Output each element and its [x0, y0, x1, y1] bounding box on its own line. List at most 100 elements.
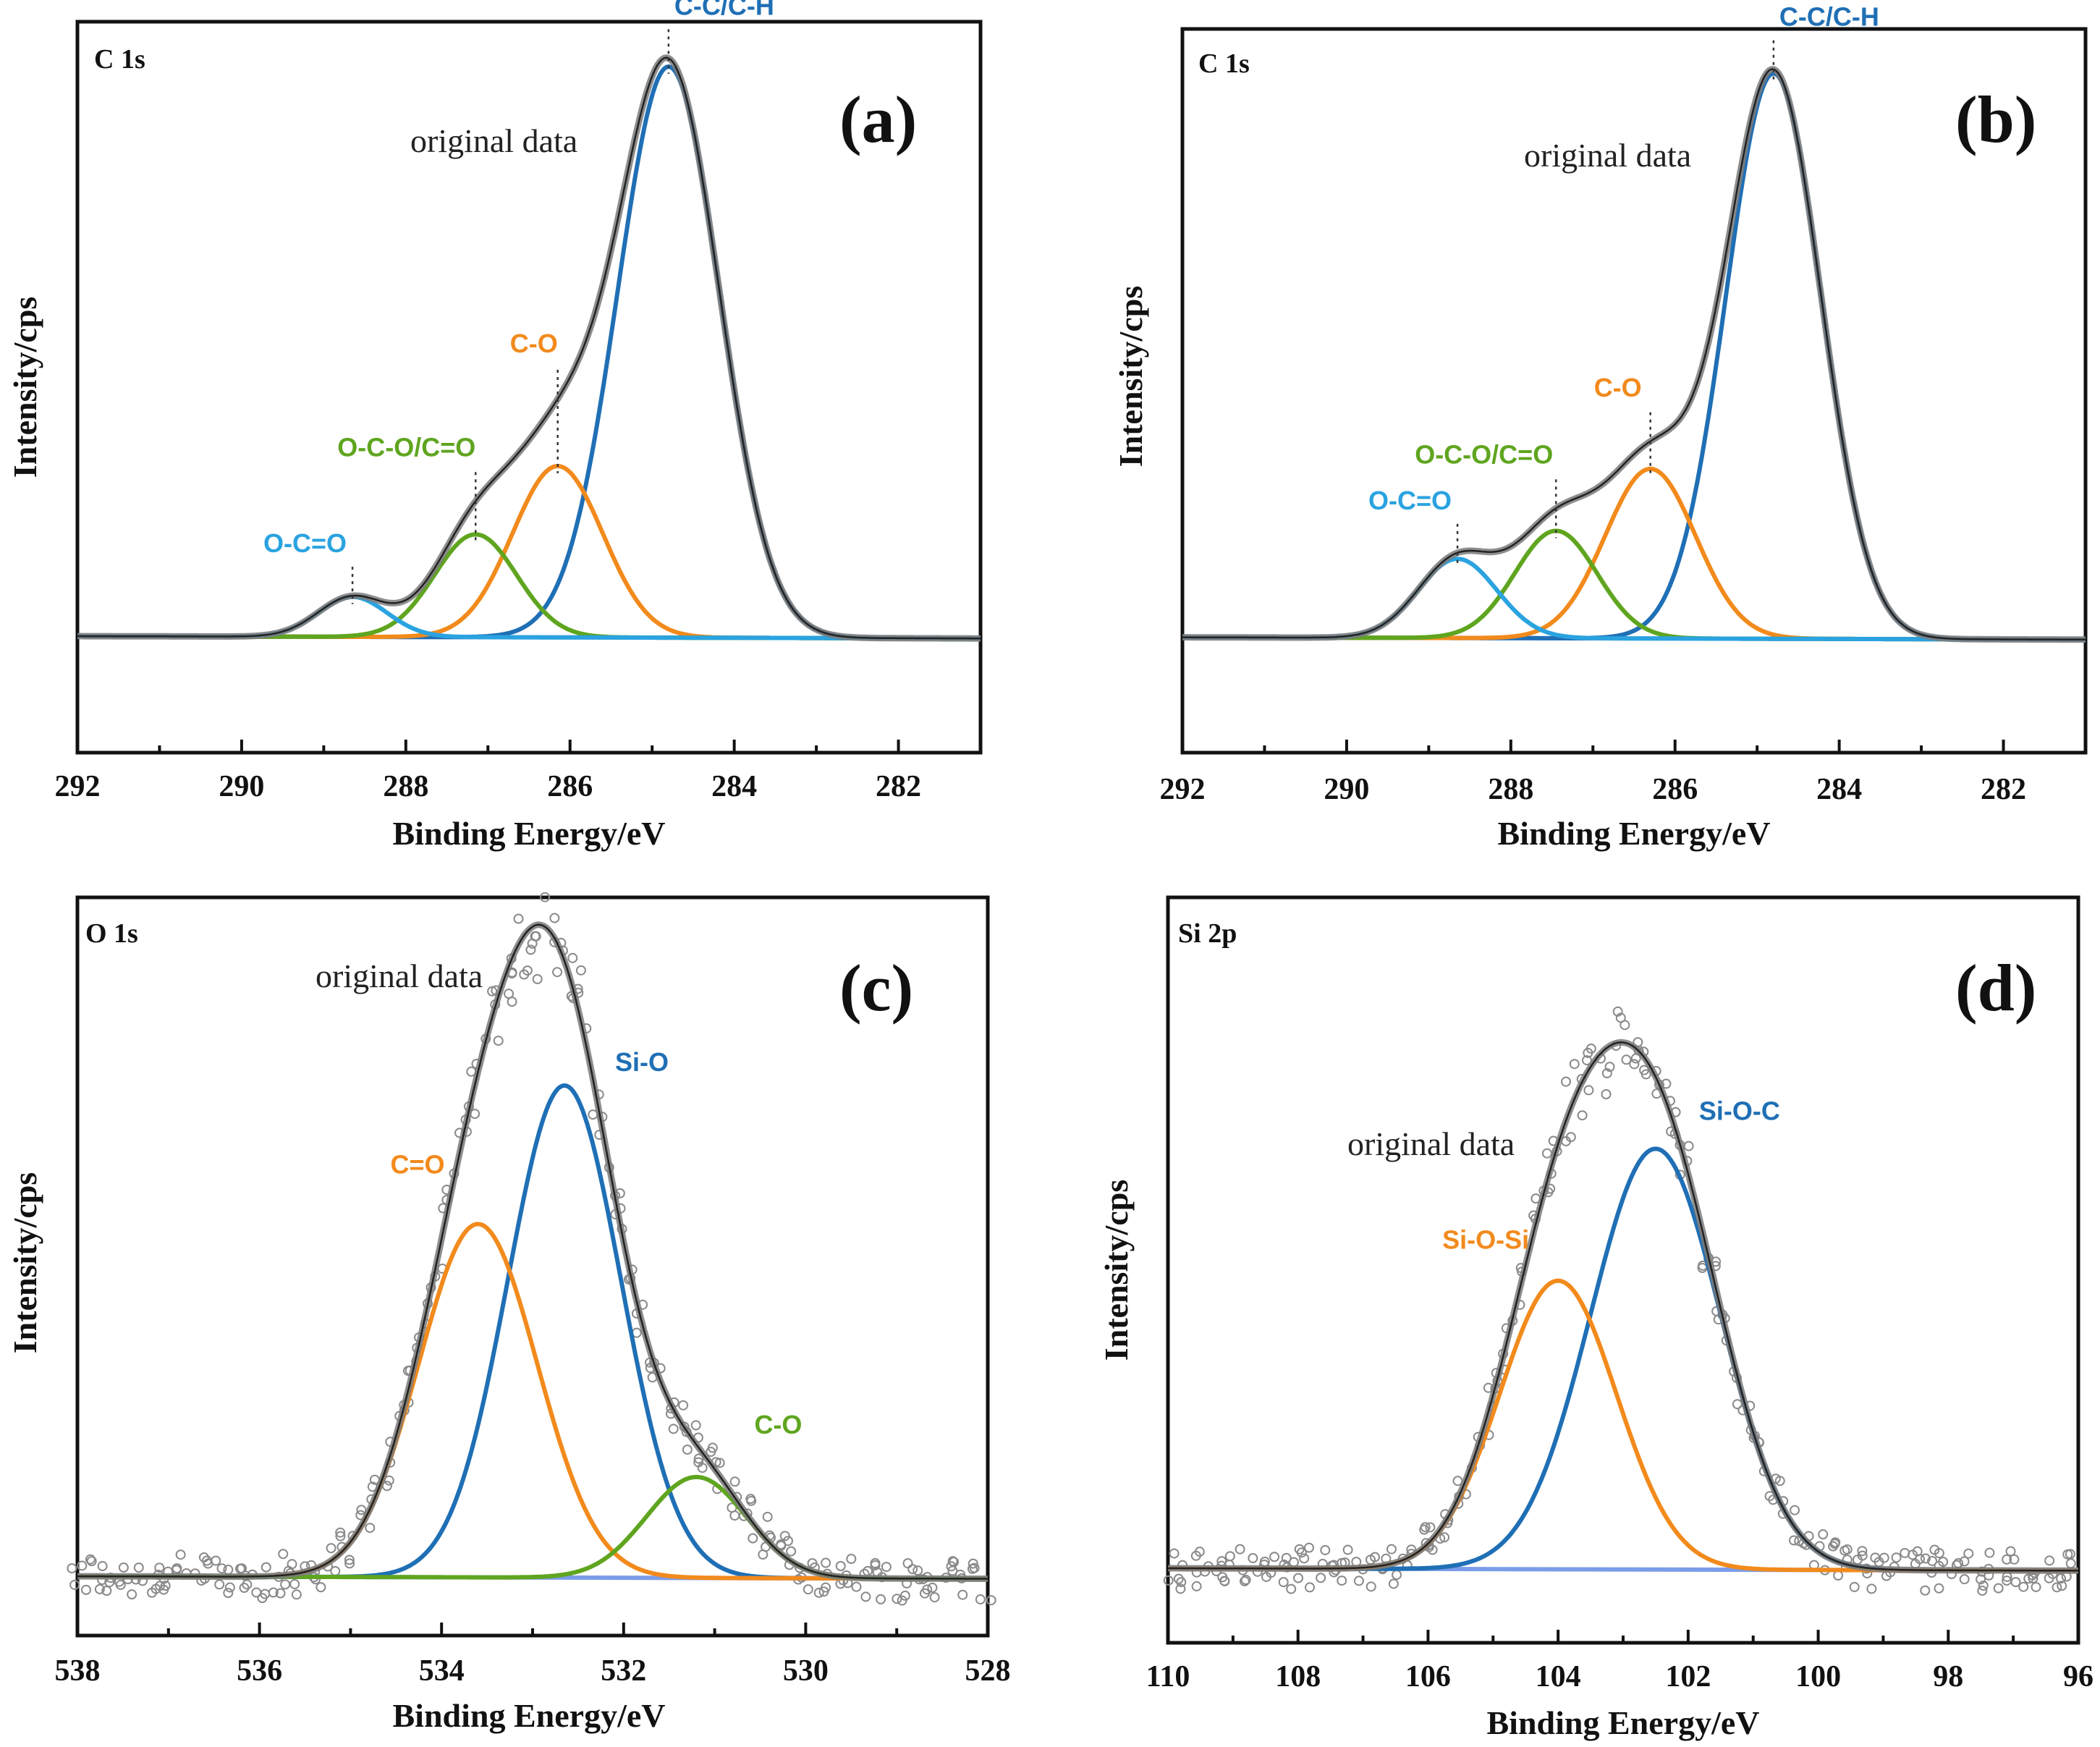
data-point [519, 969, 530, 980]
data-point [224, 1582, 235, 1593]
data-point [344, 1558, 355, 1569]
x-tick-label: 104 [1536, 1660, 1581, 1693]
peak-labels: Si-O C=O C-O [390, 1047, 802, 1439]
data-point [2031, 1581, 2041, 1592]
data-point [1420, 1522, 1431, 1533]
x-tick-label: 292 [1160, 773, 1206, 806]
data-point [344, 1554, 355, 1565]
curves [77, 921, 988, 1582]
peak-labels: C-C/C-H C-O O-C-O/C=O O-C=O [263, 0, 774, 558]
data-point [851, 1581, 862, 1592]
peak-o-c-o-c-o [1182, 528, 2086, 642]
data-point [268, 1587, 279, 1598]
data-point [2018, 1581, 2029, 1592]
panel-letter: (b) [1955, 83, 2036, 156]
x-axis-title: Binding Energy/eV [392, 1697, 665, 1734]
data-point [1891, 1552, 1902, 1563]
data-point [1976, 1574, 1986, 1585]
data-point [881, 1562, 892, 1573]
envelope-fit-line [1168, 1041, 2078, 1572]
data-point [782, 1536, 793, 1547]
peak-label: Si-O-C [1699, 1096, 1780, 1125]
data-point [1163, 1575, 1174, 1586]
corner-label: C 1s [94, 44, 145, 75]
data-point [1541, 1148, 1552, 1159]
data-point [1601, 1089, 1612, 1100]
envelope-label: original data [316, 957, 483, 994]
panel-c: 538 536 534 532 530 528 Si-O C=O C-O O 1s (c) o… [7, 892, 1011, 1734]
data-point [1320, 1544, 1331, 1555]
data-point [1629, 1059, 1640, 1070]
data-point [356, 1505, 367, 1515]
data-point [870, 1558, 881, 1569]
peak-labels: Si-O-C Si-O-Si [1442, 1096, 1780, 1254]
x-tick-label: 96 [2063, 1660, 2093, 1693]
peak-label: O-C=O [1368, 486, 1452, 515]
data-point [1842, 1544, 1853, 1554]
y-axis-title: Intensity/cps [7, 297, 43, 478]
data-point [682, 1444, 693, 1455]
data-point [786, 1546, 797, 1557]
x-tick-label: 286 [547, 770, 593, 803]
data-point [2056, 1573, 2067, 1584]
plot-frame [1166, 895, 2080, 1645]
data-point [1920, 1585, 1931, 1596]
data-point [154, 1562, 165, 1573]
data-point [552, 967, 563, 978]
x-axis-title: Binding Energy/eV [1497, 815, 1770, 852]
data-point [1169, 1548, 1180, 1559]
data-point [947, 1556, 958, 1567]
data-point [80, 1584, 91, 1595]
data-point [1219, 1575, 1230, 1586]
peak-label: C=O [390, 1149, 444, 1179]
x-tick-label: 528 [965, 1654, 1011, 1688]
data-point [158, 1584, 169, 1595]
data-point [1561, 1076, 1572, 1087]
data-point [697, 1463, 708, 1473]
data-point [2028, 1573, 2038, 1583]
peak-label: Si-O-Si [1442, 1225, 1529, 1255]
data-point [1176, 1577, 1187, 1588]
peak-c-o [77, 1222, 988, 1581]
data-point [1288, 1557, 1299, 1568]
data-point [1604, 1062, 1615, 1073]
data-point [493, 1036, 504, 1046]
peak-label: O-C-O/C=O [337, 432, 475, 462]
data-point [1959, 1556, 1970, 1567]
data-point [513, 913, 524, 924]
data-point [913, 1565, 923, 1576]
curves [77, 54, 981, 642]
plot-frame [75, 20, 983, 755]
data-point [287, 1559, 297, 1570]
data-point [223, 1588, 234, 1599]
data-point [779, 1531, 790, 1541]
data-point [1240, 1575, 1251, 1586]
peak-o-c-o [1182, 557, 2086, 642]
x-axis-title: Binding Energy/eV [392, 815, 665, 852]
data-point [1248, 1552, 1258, 1563]
data-point [1569, 1059, 1580, 1070]
data-point [818, 1586, 829, 1597]
data-point [835, 1561, 846, 1572]
data-point [1191, 1581, 1202, 1591]
data-point [2065, 1558, 2076, 1569]
data-point [242, 1579, 253, 1590]
x-tick-label: 530 [783, 1654, 829, 1688]
data-point [1585, 1044, 1596, 1054]
data-point [969, 1562, 980, 1573]
data-point [1366, 1581, 1376, 1592]
data-point [280, 1579, 291, 1590]
data-point [929, 1592, 940, 1603]
data-point [860, 1591, 871, 1602]
data-point [1278, 1577, 1289, 1588]
data-point [902, 1558, 913, 1569]
data-point [1879, 1552, 1889, 1563]
x-tick-label: 98 [1933, 1660, 1963, 1693]
x-ticks [76, 1623, 989, 1636]
data-point [1305, 1582, 1316, 1593]
data-point [1640, 1069, 1651, 1080]
data-point [1927, 1555, 1938, 1566]
data-point [1316, 1573, 1326, 1583]
raw-data-points [1163, 1006, 2076, 1596]
data-point [133, 1562, 144, 1573]
